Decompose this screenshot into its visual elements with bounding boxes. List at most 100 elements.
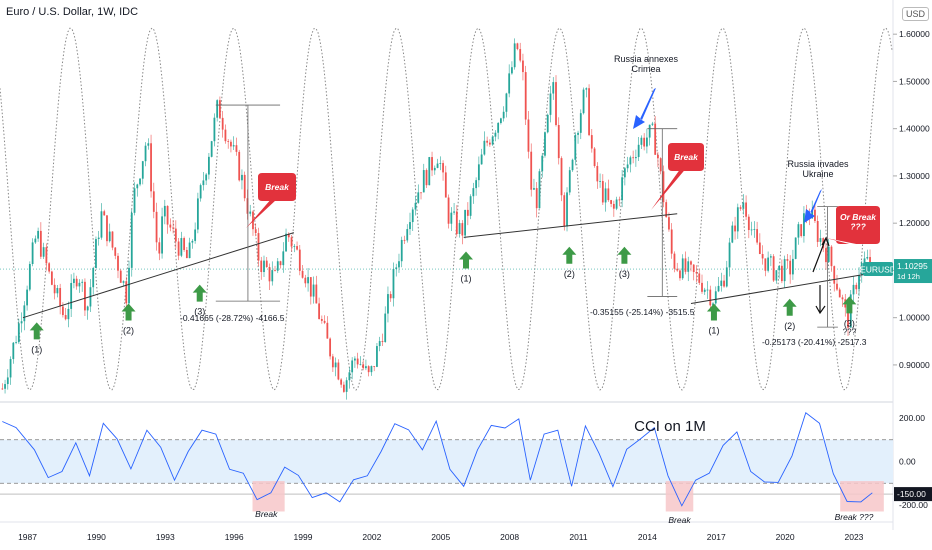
price-candle [309, 277, 312, 297]
price-candle [720, 280, 723, 286]
price-candle [775, 270, 778, 281]
time-tick-label: 2005 [431, 532, 450, 542]
price-candle [599, 181, 601, 182]
price-candle [97, 237, 100, 240]
price-candle [172, 227, 174, 229]
price-candle [626, 164, 629, 169]
price-candle [64, 315, 67, 320]
price-candle [158, 242, 161, 254]
price-candle [114, 247, 117, 256]
price-candle [301, 270, 304, 278]
cci-last-tag-bg [894, 487, 932, 502]
price-candle [477, 164, 480, 181]
price-candle [827, 246, 830, 263]
price-candle [42, 247, 45, 257]
price-candle [340, 379, 343, 385]
price-candle [12, 342, 15, 360]
price-candle [690, 261, 692, 265]
break-callout-1-text: Break [265, 182, 290, 192]
price-candle [513, 43, 516, 68]
price-candle [450, 212, 453, 224]
price-candle [544, 132, 546, 156]
price-candle [282, 251, 285, 266]
price-candle [422, 170, 425, 193]
price-candle [208, 156, 210, 175]
price-candle [841, 297, 844, 300]
time-tick-label: 2017 [707, 532, 726, 542]
price-candle [348, 372, 351, 381]
price-candle [524, 72, 527, 120]
last-price-tag-bg [894, 259, 932, 284]
price-candle [632, 157, 635, 159]
price-candle [420, 192, 422, 194]
price-candle [6, 377, 9, 385]
price-candle [315, 284, 318, 304]
price-candle [863, 258, 866, 263]
price-candle [141, 161, 144, 179]
price-candle [406, 229, 409, 241]
price-candle [53, 284, 56, 294]
price-candle [522, 60, 524, 73]
price-candle [758, 242, 761, 255]
price-tick-label: 1.20000 [899, 218, 930, 228]
price-candle [334, 362, 337, 368]
time-tick-label: 2014 [638, 532, 657, 542]
price-candle [188, 242, 191, 259]
price-candle [67, 308, 70, 320]
cci-break-zone [252, 481, 285, 512]
price-candle [177, 241, 180, 256]
price-candle [232, 145, 235, 147]
price-candle [657, 154, 659, 159]
price-candle [362, 364, 365, 369]
price-candle [227, 141, 230, 142]
price-candle [191, 240, 194, 243]
price-candle [78, 282, 81, 287]
price-candle [356, 358, 359, 365]
price-candle [866, 257, 869, 259]
time-tick-label: 1987 [18, 532, 37, 542]
price-candle [582, 89, 585, 114]
price-candle [555, 82, 557, 126]
wave-label: (3) [844, 318, 855, 328]
price-candle [577, 132, 579, 135]
price-candle [789, 260, 792, 275]
price-candle [398, 261, 400, 268]
price-candle [701, 282, 703, 292]
price-candle [81, 281, 84, 283]
price-candle [122, 281, 125, 283]
price-candle [538, 171, 541, 209]
trendline-1 [22, 232, 294, 319]
price-candle [557, 125, 560, 159]
price-candle [596, 165, 599, 182]
price-candle [384, 313, 387, 343]
price-candle [469, 196, 472, 216]
price-candle [516, 43, 519, 50]
price-candle [117, 255, 119, 271]
price-candle [265, 260, 268, 268]
price-candle [709, 289, 712, 306]
cci-break-label-3: Break ??? [835, 512, 874, 522]
price-candle [28, 264, 31, 290]
price-candle [764, 258, 767, 271]
price-candle [185, 249, 188, 259]
wave-label: (1) [31, 344, 42, 354]
price-candle [263, 260, 265, 273]
cci-line [2, 412, 873, 507]
price-candle [45, 247, 48, 264]
price-candle [588, 88, 590, 136]
price-candle [199, 185, 202, 199]
price-candle [296, 246, 298, 250]
price-candle [370, 366, 373, 373]
price-candle [794, 237, 797, 259]
wave-label: (3) [619, 269, 630, 279]
price-candle [345, 380, 348, 392]
price-candle [643, 137, 646, 147]
currency-badge[interactable]: USD [902, 7, 930, 21]
cci-tick-label: -200.00 [899, 500, 928, 510]
price-candle [367, 366, 370, 373]
break-callout-1 [246, 173, 296, 228]
price-candle [373, 366, 376, 367]
price-candle [243, 174, 246, 199]
symbol-tag: EURUSD [860, 265, 896, 275]
price-candle [337, 362, 340, 380]
